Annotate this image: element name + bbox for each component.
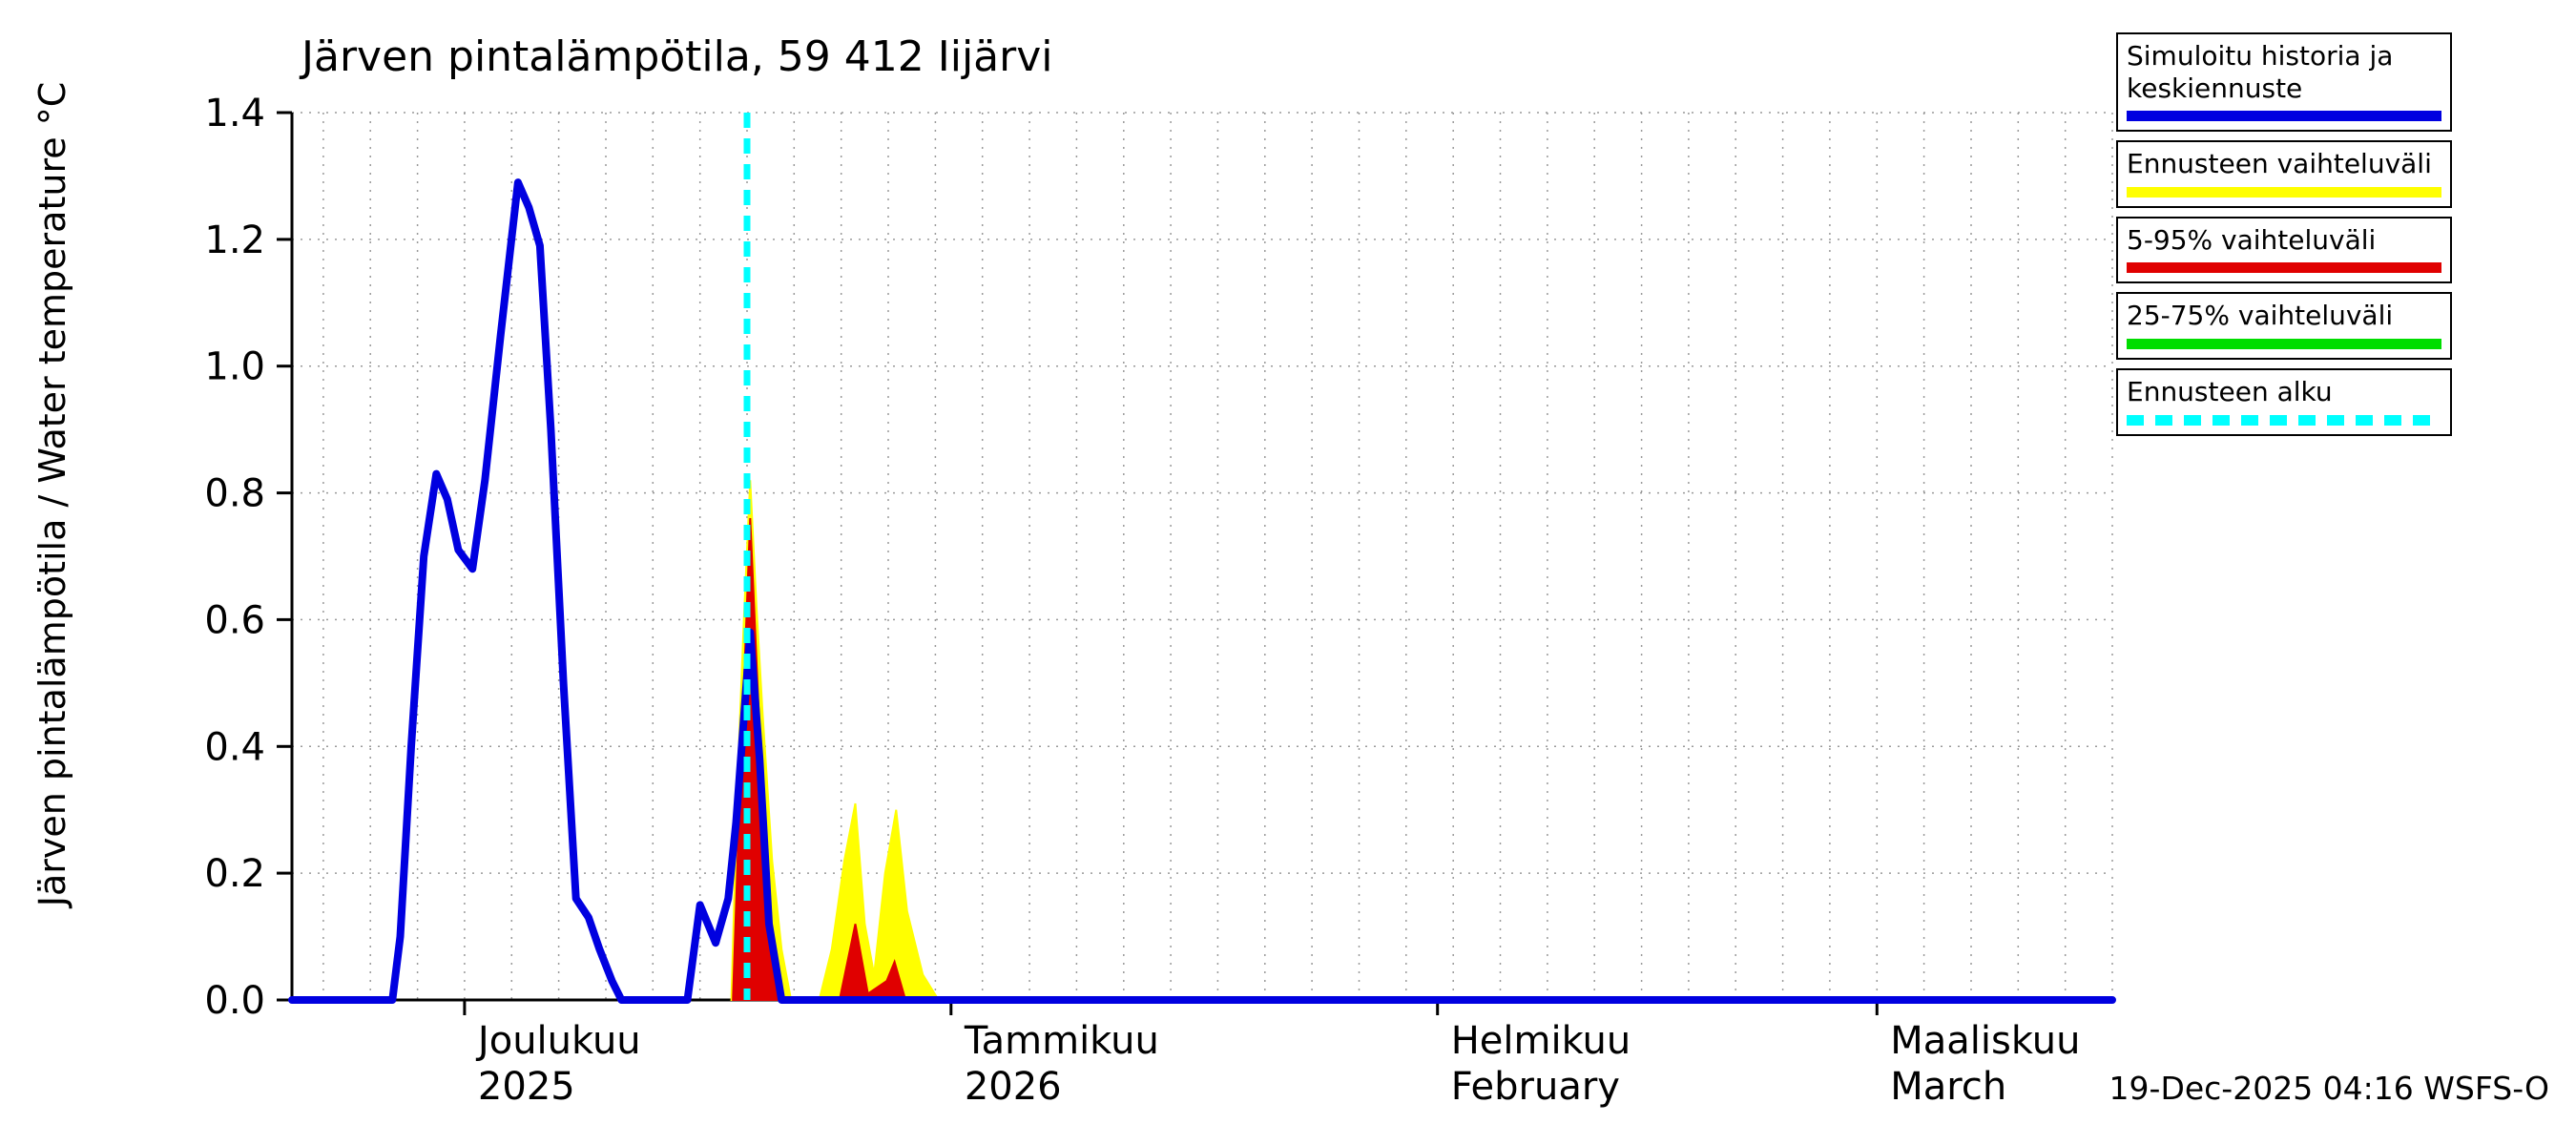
legend-dashed-line-swatch: [2127, 414, 2441, 426]
legend-item-2: 5-95% vaihteluväli: [2116, 216, 2452, 284]
y-tick-label: 0.6: [204, 598, 265, 642]
legend-label: Simuloitu historia ja keskiennuste: [2127, 40, 2394, 104]
x-tick-sublabel: 2025: [478, 1065, 575, 1109]
y-tick-label: 0.8: [204, 472, 265, 516]
y-tick-label: 0.2: [204, 852, 265, 896]
legend-label: Ennusteen vaihteluväli: [2127, 148, 2432, 180]
x-tick-sublabel: 2026: [965, 1065, 1062, 1109]
legend-line-swatch: [2127, 186, 2441, 198]
x-tick-sublabel: March: [1890, 1065, 2006, 1109]
legend-label: 5-95% vaihteluväli: [2127, 223, 2377, 256]
legend-line-swatch: [2127, 262, 2441, 274]
y-tick-label: 1.2: [204, 219, 265, 262]
median-history-line: [288, 178, 2116, 1004]
legend-label: 25-75% vaihteluväli: [2127, 300, 2394, 332]
chart-title: Järven pintalämpötila, 59 412 Iijärvi: [301, 32, 1053, 81]
forecast-area-0: [818, 802, 941, 1001]
legend-line-swatch: [2127, 338, 2441, 349]
x-tick-label: Maaliskuu: [1890, 1019, 2080, 1063]
timestamp-label: 19-Dec-2025 04:16 WSFS-O: [2109, 1070, 2549, 1107]
legend-item-4: Ennusteen alku: [2116, 367, 2452, 436]
y-tick-label: 1.0: [204, 345, 265, 389]
y-tick-label: 1.4: [204, 92, 265, 135]
x-tick-label: Joulukuu: [475, 1019, 641, 1063]
legend-item-0: Simuloitu historia ja keskiennuste: [2116, 32, 2452, 133]
legend: Simuloitu historia ja keskiennuste Ennust…: [2116, 32, 2452, 436]
legend-label: Ennusteen alku: [2127, 375, 2333, 407]
y-tick-label: 0.4: [204, 725, 265, 769]
x-tick-label: Tammikuu: [964, 1019, 1159, 1063]
legend-line-swatch: [2127, 111, 2441, 122]
x-tick-label: Helmikuu: [1451, 1019, 1631, 1063]
legend-item-3: 25-75% vaihteluväli: [2116, 292, 2452, 360]
x-tick-sublabel: February: [1451, 1065, 1620, 1109]
legend-item-1: Ennusteen vaihteluväli: [2116, 140, 2452, 208]
y-tick-label: 0.0: [204, 979, 265, 1023]
